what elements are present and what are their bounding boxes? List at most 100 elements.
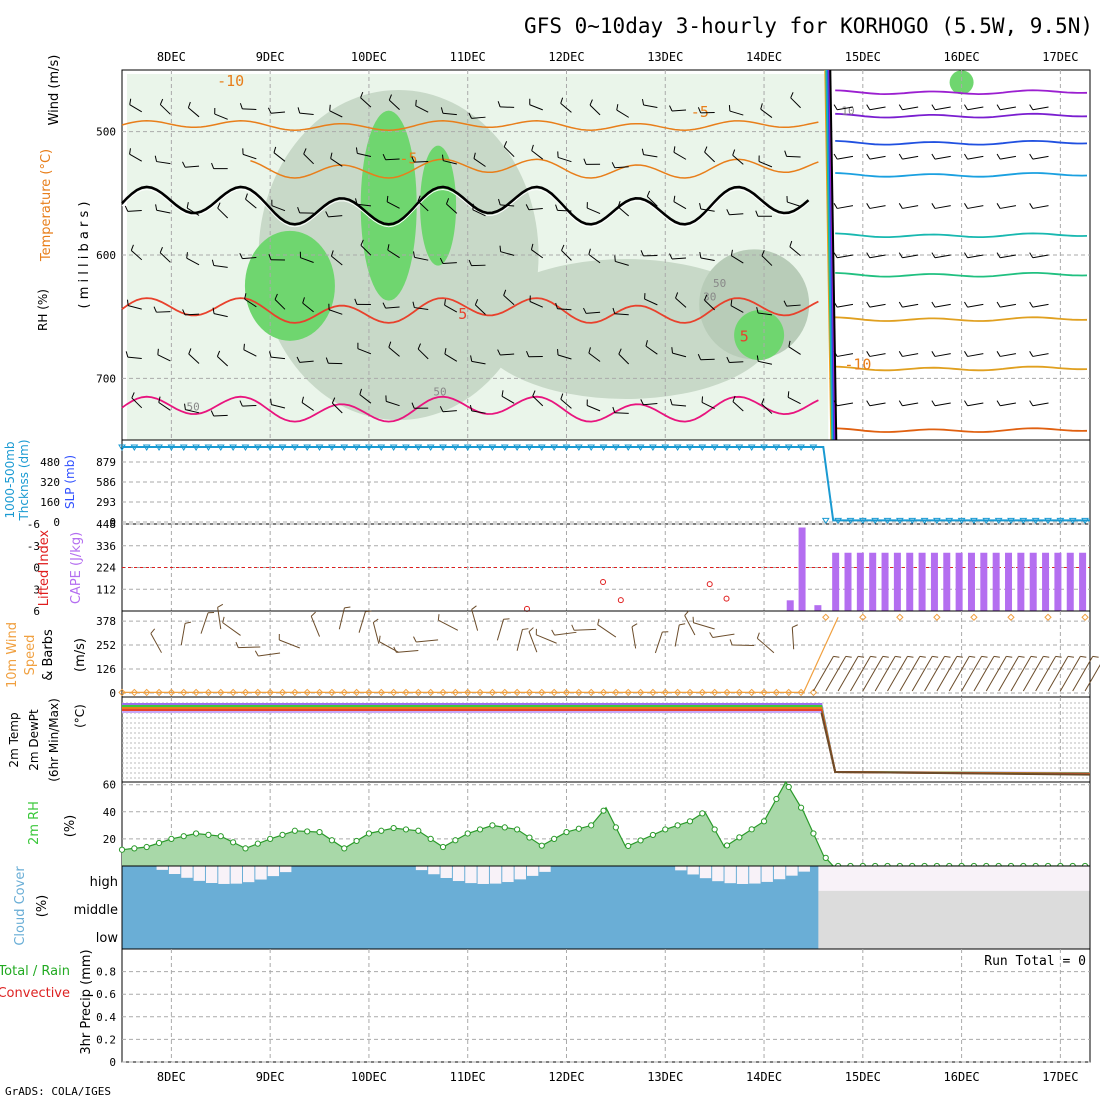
wind-barb [1032,254,1049,259]
wind-barb-flag [931,203,936,209]
wind-barb [934,155,951,160]
surface-wind-barb-flag [310,611,316,617]
wind-barb [415,105,429,113]
cape-bar [918,552,926,611]
cape-li-panel: 6 3 0 -3 -6 112 224 336 448 Lifted Index CAPE (J/k… [27,518,1091,618]
wind-barb-flag [497,349,501,356]
thickness-marker [710,444,719,451]
wind-barb-flag [441,154,444,161]
wind-barb [672,352,687,358]
wind-barb [902,205,919,209]
wind-barb-flag [790,92,794,99]
wind-barb-flag [646,190,651,197]
wind-barb [213,313,228,318]
wind-barb [185,409,200,414]
wind-barb [588,352,601,362]
thickness-marker [241,444,250,451]
surface-wind-barb-flag [1080,655,1087,658]
wind10m-panel: 0 126 252 378 10m Wind Speed & Barbs (m/s) [5,603,1100,700]
surface-wind-barb-flag [833,655,840,658]
wind-barb-flag [439,406,444,412]
precip-axis-label: 3hr Precip (mm) [79,949,94,1054]
minmax-axis-label: (6hr Min/Max) [47,698,61,782]
wind-barb-flag [1029,400,1034,407]
thickness-marker [402,444,410,451]
dewpoint-axis-label: 2m DewPt [27,709,41,771]
wind-barb-flag [898,203,903,209]
wind-barb-flag [898,104,903,111]
li-point [600,579,607,585]
wind-barb [330,158,343,167]
bottom-x-tick-label: 11DEC [450,1070,486,1084]
wind-barb [1032,205,1049,209]
wind-barb-flag [669,398,673,405]
post-switch-contour [835,172,1088,178]
wind-barb [443,160,457,165]
rh2m-point [439,843,447,851]
li-point [706,581,713,588]
rh2m-point [538,842,545,849]
wind-barb [614,166,629,169]
wind-barb [531,249,544,259]
wind-speed-label: Speed [23,635,38,676]
precip-tick-label: 0 [109,1056,116,1069]
thickness-marker [562,444,571,451]
wind-barb [643,403,658,406]
surface-wind-barb-flag [882,655,889,658]
thickness-marker [377,444,386,451]
wind10m-frame [121,610,1091,698]
surface-wind-barb [674,624,680,647]
contour-label: 5 [740,327,749,345]
surface-wind-barb-flag [471,605,477,610]
wind-barb-flag [612,307,616,314]
thickness-marker [994,517,1003,525]
wind-barb [732,401,744,412]
wind-barb [1000,106,1017,111]
surface-wind-barb-flag [522,628,529,630]
li-tick-label: 3 [33,583,40,596]
wind-barb [673,151,687,160]
wind-barb [242,153,257,160]
bottom-x-tick-label: 17DEC [1042,1070,1078,1084]
wind-barb [471,360,486,365]
wind-barb [934,402,951,407]
wind-barb [471,116,486,119]
thickness-marker [426,444,435,451]
surface-wind-barb [948,656,970,692]
cape-bar [930,552,938,611]
wind-barb-flag [269,351,272,358]
wind-barb-flag [833,400,838,407]
cape-bar [1042,552,1050,611]
wind-barb [328,215,343,218]
upper-air-panel: 500 600 700 Wind (m/s) Temperature (°C) RH (%… [36,55,1091,441]
rh2m-point [600,807,607,814]
wind-barb [967,402,984,407]
wind-barb [244,298,257,308]
precip-convective-label: Convective [0,986,70,1001]
pressure-axis-label: ( m i l l i b a r s ) [77,202,92,309]
wind-barb-flag [833,203,838,209]
surface-wind-barb-flag [344,606,351,609]
wind-barb-flag [417,195,421,202]
wind-barb [300,257,314,263]
wind-barb-flag [503,289,507,296]
wind-barb [643,154,658,158]
surface-wind-barb [258,652,281,657]
cloud-high-gap [205,866,218,883]
wind-barb-flag [125,351,129,358]
cloud-high-gap [280,866,292,873]
thickness-marker [574,444,583,451]
thickness-marker [747,444,756,451]
wind-barb [614,412,629,414]
wind-barb-flag [131,392,135,399]
cape-tick-label: 336 [96,540,116,553]
cloud-high-gap [675,866,687,871]
cape-bar [1017,552,1025,611]
wind-barb-flag [503,141,508,148]
cloud-level-label: middle [74,903,118,918]
wind-barb [360,97,372,108]
cloud-high-gap [230,866,242,884]
bottom-x-tick-label: 16DEC [944,1070,980,1084]
wind-barb-flag [129,148,131,155]
rh2m-axis-label: 2m RH [27,801,42,845]
